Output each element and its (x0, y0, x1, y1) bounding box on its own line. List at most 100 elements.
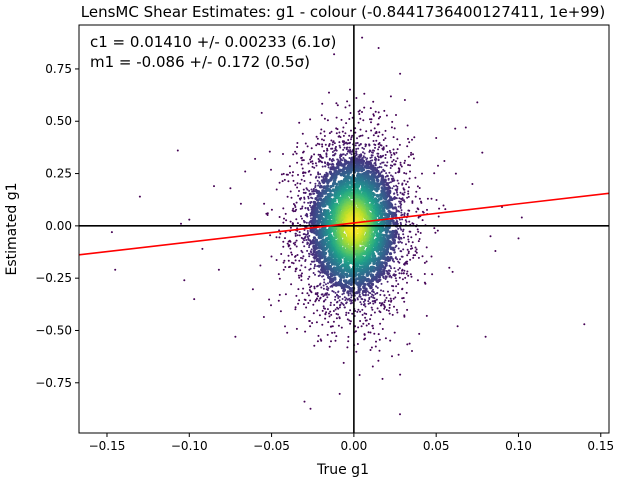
data-point (325, 153, 328, 156)
data-point (357, 308, 360, 311)
data-point (382, 290, 385, 293)
data-point (372, 288, 374, 291)
data-point (410, 153, 412, 156)
data-point (348, 118, 351, 120)
data-point (489, 235, 492, 238)
data-point (322, 139, 325, 142)
data-point (400, 214, 403, 217)
data-point (349, 292, 352, 295)
data-point (373, 127, 376, 130)
data-point (385, 270, 388, 272)
data-point (321, 145, 324, 148)
data-point (316, 292, 319, 294)
data-point (362, 322, 365, 325)
data-point (377, 159, 380, 162)
data-point (375, 261, 379, 266)
data-point (320, 128, 323, 131)
data-point (342, 134, 345, 137)
data-point (372, 269, 376, 273)
data-point (348, 297, 351, 300)
y-tick-label: 0.75 (45, 62, 72, 76)
data-point (279, 232, 282, 235)
data-point (393, 331, 396, 334)
data-point (431, 273, 434, 276)
data-point (368, 144, 371, 147)
data-point (376, 286, 379, 289)
data-point (331, 147, 334, 150)
data-point (364, 293, 367, 296)
data-point (378, 302, 381, 304)
data-point (336, 128, 339, 131)
data-point (420, 200, 422, 203)
data-point (412, 256, 415, 259)
data-point (409, 258, 412, 261)
data-point (372, 327, 375, 330)
data-point (398, 143, 401, 146)
data-point (339, 303, 342, 306)
data-point (374, 146, 376, 149)
data-point (330, 284, 333, 287)
data-point (337, 135, 340, 138)
data-point (410, 275, 413, 278)
data-point (394, 277, 397, 280)
data-point (289, 240, 292, 243)
data-point (319, 271, 322, 274)
data-point (316, 241, 320, 245)
data-point (410, 236, 413, 239)
data-point (397, 247, 400, 250)
data-point (278, 216, 281, 218)
data-point (295, 245, 298, 248)
data-point (329, 301, 332, 304)
data-point (408, 220, 411, 223)
data-point (418, 187, 421, 189)
data-point (316, 265, 319, 268)
data-point (363, 106, 366, 109)
data-point (381, 328, 384, 330)
data-point (391, 160, 394, 163)
data-point (402, 233, 405, 236)
data-point (411, 350, 413, 352)
data-point (330, 277, 334, 281)
data-point (393, 229, 397, 234)
data-point (326, 184, 330, 188)
data-point (325, 155, 328, 158)
data-point (400, 197, 402, 200)
data-point (388, 294, 391, 296)
data-point (369, 265, 373, 269)
data-point (395, 308, 398, 311)
data-point (329, 189, 333, 193)
data-point (381, 133, 384, 136)
data-point (306, 230, 309, 232)
data-point (355, 168, 360, 173)
data-point (305, 221, 308, 224)
data-point (300, 178, 303, 181)
data-point (308, 255, 311, 258)
data-point (318, 274, 321, 277)
data-point (378, 166, 381, 169)
data-point (407, 192, 410, 195)
data-point (341, 298, 344, 300)
data-point (391, 206, 395, 210)
data-point (327, 321, 330, 324)
data-point (417, 240, 420, 243)
data-point (317, 173, 320, 176)
data-point (419, 232, 422, 234)
data-point (287, 254, 290, 257)
data-point (307, 294, 310, 297)
data-point (327, 293, 330, 296)
data-point (374, 164, 377, 167)
data-point (340, 301, 343, 304)
data-point (363, 303, 366, 305)
data-point (394, 203, 397, 206)
data-point (310, 285, 313, 288)
data-point (426, 197, 429, 200)
data-point (310, 248, 313, 251)
data-point (342, 126, 345, 129)
data-point (309, 239, 312, 242)
data-point (382, 318, 385, 321)
data-point (409, 247, 412, 250)
data-point (372, 100, 375, 103)
data-point (294, 206, 297, 208)
data-point (316, 210, 320, 214)
data-point (437, 215, 440, 218)
